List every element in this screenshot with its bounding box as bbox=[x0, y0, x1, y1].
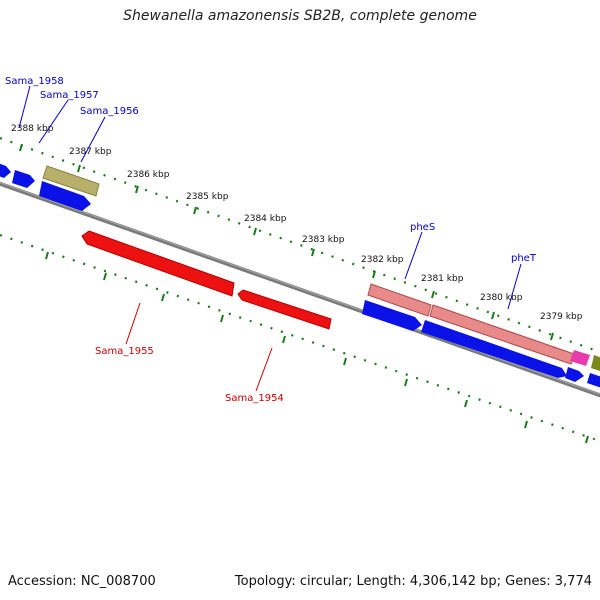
outer-major-ticks bbox=[19, 143, 554, 341]
genome-backbone bbox=[0, 181, 600, 398]
cds-feature-sama-1955 bbox=[81, 230, 235, 297]
accession-text: Accession: NC_008700 bbox=[8, 574, 156, 589]
cds-feature bbox=[362, 300, 422, 331]
kbp-label: 2381 kbp bbox=[421, 274, 464, 284]
gene-label-sama-1956: Sama_1956 bbox=[80, 106, 139, 117]
phe-gene-feature bbox=[367, 283, 432, 317]
misc-feature bbox=[570, 350, 590, 366]
kbp-label: 2388 kbp bbox=[11, 124, 54, 134]
misc-feature-2 bbox=[591, 355, 600, 371]
forward-features bbox=[0, 163, 600, 388]
cds-feature bbox=[565, 367, 584, 382]
gene-label-sama-1958: Sama_1958 bbox=[5, 76, 64, 87]
inner-major-ticks bbox=[45, 251, 589, 444]
kbp-labels: 2388 kbp 2387 kbp 2386 kbp 2385 kbp 2384… bbox=[11, 124, 583, 322]
cds-feature bbox=[39, 181, 91, 211]
map-title: Shewanella amazonensis SB2B, complete ge… bbox=[123, 8, 477, 24]
gene-label-phet: pheT bbox=[511, 253, 537, 264]
cds-feature bbox=[12, 170, 35, 188]
gene-labels: Sama_1958 Sama_1957 Sama_1956 pheS pheT … bbox=[5, 76, 537, 404]
inner-tick-track bbox=[0, 233, 600, 443]
kbp-label: 2384 kbp bbox=[244, 214, 287, 224]
cds-feature bbox=[0, 163, 11, 178]
kbp-label: 2386 kbp bbox=[127, 170, 170, 180]
gene-label-sama-1957: Sama_1957 bbox=[40, 90, 99, 101]
kbp-label: 2385 kbp bbox=[186, 192, 229, 202]
kbp-label: 2380 kbp bbox=[480, 293, 523, 303]
gene-label-sama-1955: Sama_1955 bbox=[95, 346, 154, 357]
label-leaders bbox=[18, 85, 522, 392]
kbp-label: 2379 kbp bbox=[540, 312, 583, 322]
gene-label-sama-1954: Sama_1954 bbox=[225, 393, 284, 404]
cds-feature bbox=[421, 320, 567, 378]
kbp-label: 2382 kbp bbox=[361, 255, 404, 265]
cds-feature bbox=[587, 373, 600, 388]
cds-feature-sama-1954 bbox=[237, 289, 332, 330]
gene-label-phes: pheS bbox=[410, 222, 435, 233]
kbp-label: 2387 kbp bbox=[69, 147, 112, 157]
trna-feature bbox=[42, 165, 100, 197]
genome-summary-text: Topology: circular; Length: 4,306,142 bp… bbox=[234, 574, 592, 589]
phe-gene-feature bbox=[429, 304, 575, 365]
kbp-label: 2383 kbp bbox=[302, 235, 345, 245]
reverse-features bbox=[81, 230, 332, 330]
